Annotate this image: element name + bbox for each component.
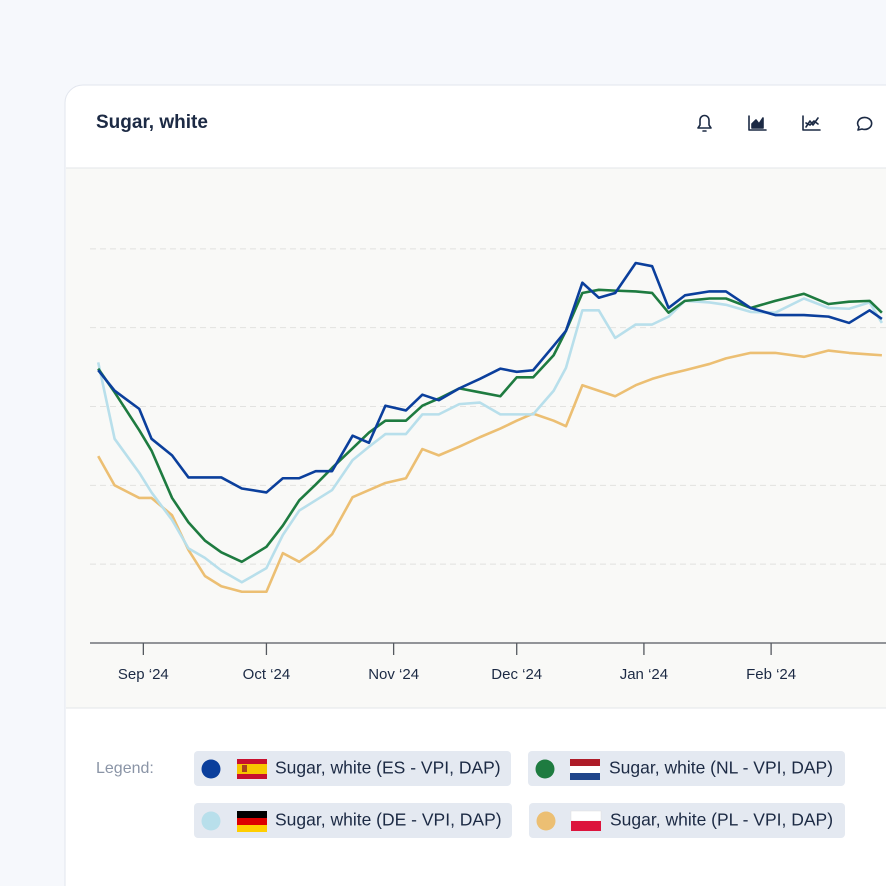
x-tick-label: Dec ‘24 — [491, 666, 542, 683]
flag-pl — [570, 810, 602, 831]
legend-label: Sugar, white (DE - VPI, DAP) — [275, 810, 502, 830]
x-tick-label: Sep ‘24 — [118, 666, 169, 683]
comment-icon[interactable] — [856, 116, 873, 131]
legend-label: Sugar, white (NL - VPI, DAP) — [609, 758, 833, 778]
card-title: Sugar, white — [96, 112, 208, 133]
x-tick-label: Jan ‘24 — [620, 666, 668, 683]
legend-chip[interactable] — [529, 803, 845, 838]
legend-swatch — [201, 759, 221, 779]
legend-swatch — [535, 759, 555, 779]
legend-swatch — [536, 811, 556, 831]
series-line — [97, 261, 883, 494]
flag-nl — [570, 759, 600, 780]
series-line — [97, 288, 883, 564]
legend-chip[interactable] — [194, 751, 511, 786]
series-line — [96, 297, 884, 584]
series-line — [97, 349, 882, 594]
bell-icon[interactable] — [697, 114, 712, 132]
x-tick-label: Nov ‘24 — [368, 666, 419, 683]
x-tick-label: Oct ‘24 — [243, 666, 291, 683]
legend-title: Legend: — [96, 760, 154, 777]
x-tick-label: Feb ‘24 — [746, 666, 796, 683]
line-chart-icon[interactable] — [802, 115, 821, 131]
area-chart-icon[interactable] — [748, 115, 767, 131]
flag-es — [237, 759, 267, 779]
legend-chip[interactable] — [528, 751, 845, 786]
legend-swatch — [201, 811, 221, 831]
plot: Sep ‘24 Oct ‘24 Nov ‘24 Dec ‘24 Jan ‘24 Feb ‘… — [90, 248, 886, 683]
legend-label: Sugar, white (PL - VPI, DAP) — [610, 810, 833, 830]
legend-chip[interactable] — [194, 803, 512, 838]
legend: Sugar, white (ES - VPI, DAP) Sugar, white… — [194, 751, 845, 838]
flag-de — [237, 811, 267, 832]
legend-label: Sugar, white (ES - VPI, DAP) — [275, 758, 501, 778]
